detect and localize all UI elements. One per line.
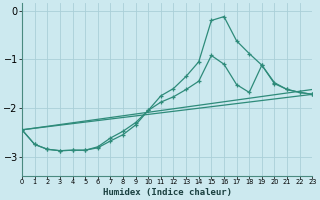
X-axis label: Humidex (Indice chaleur): Humidex (Indice chaleur) <box>103 188 232 197</box>
